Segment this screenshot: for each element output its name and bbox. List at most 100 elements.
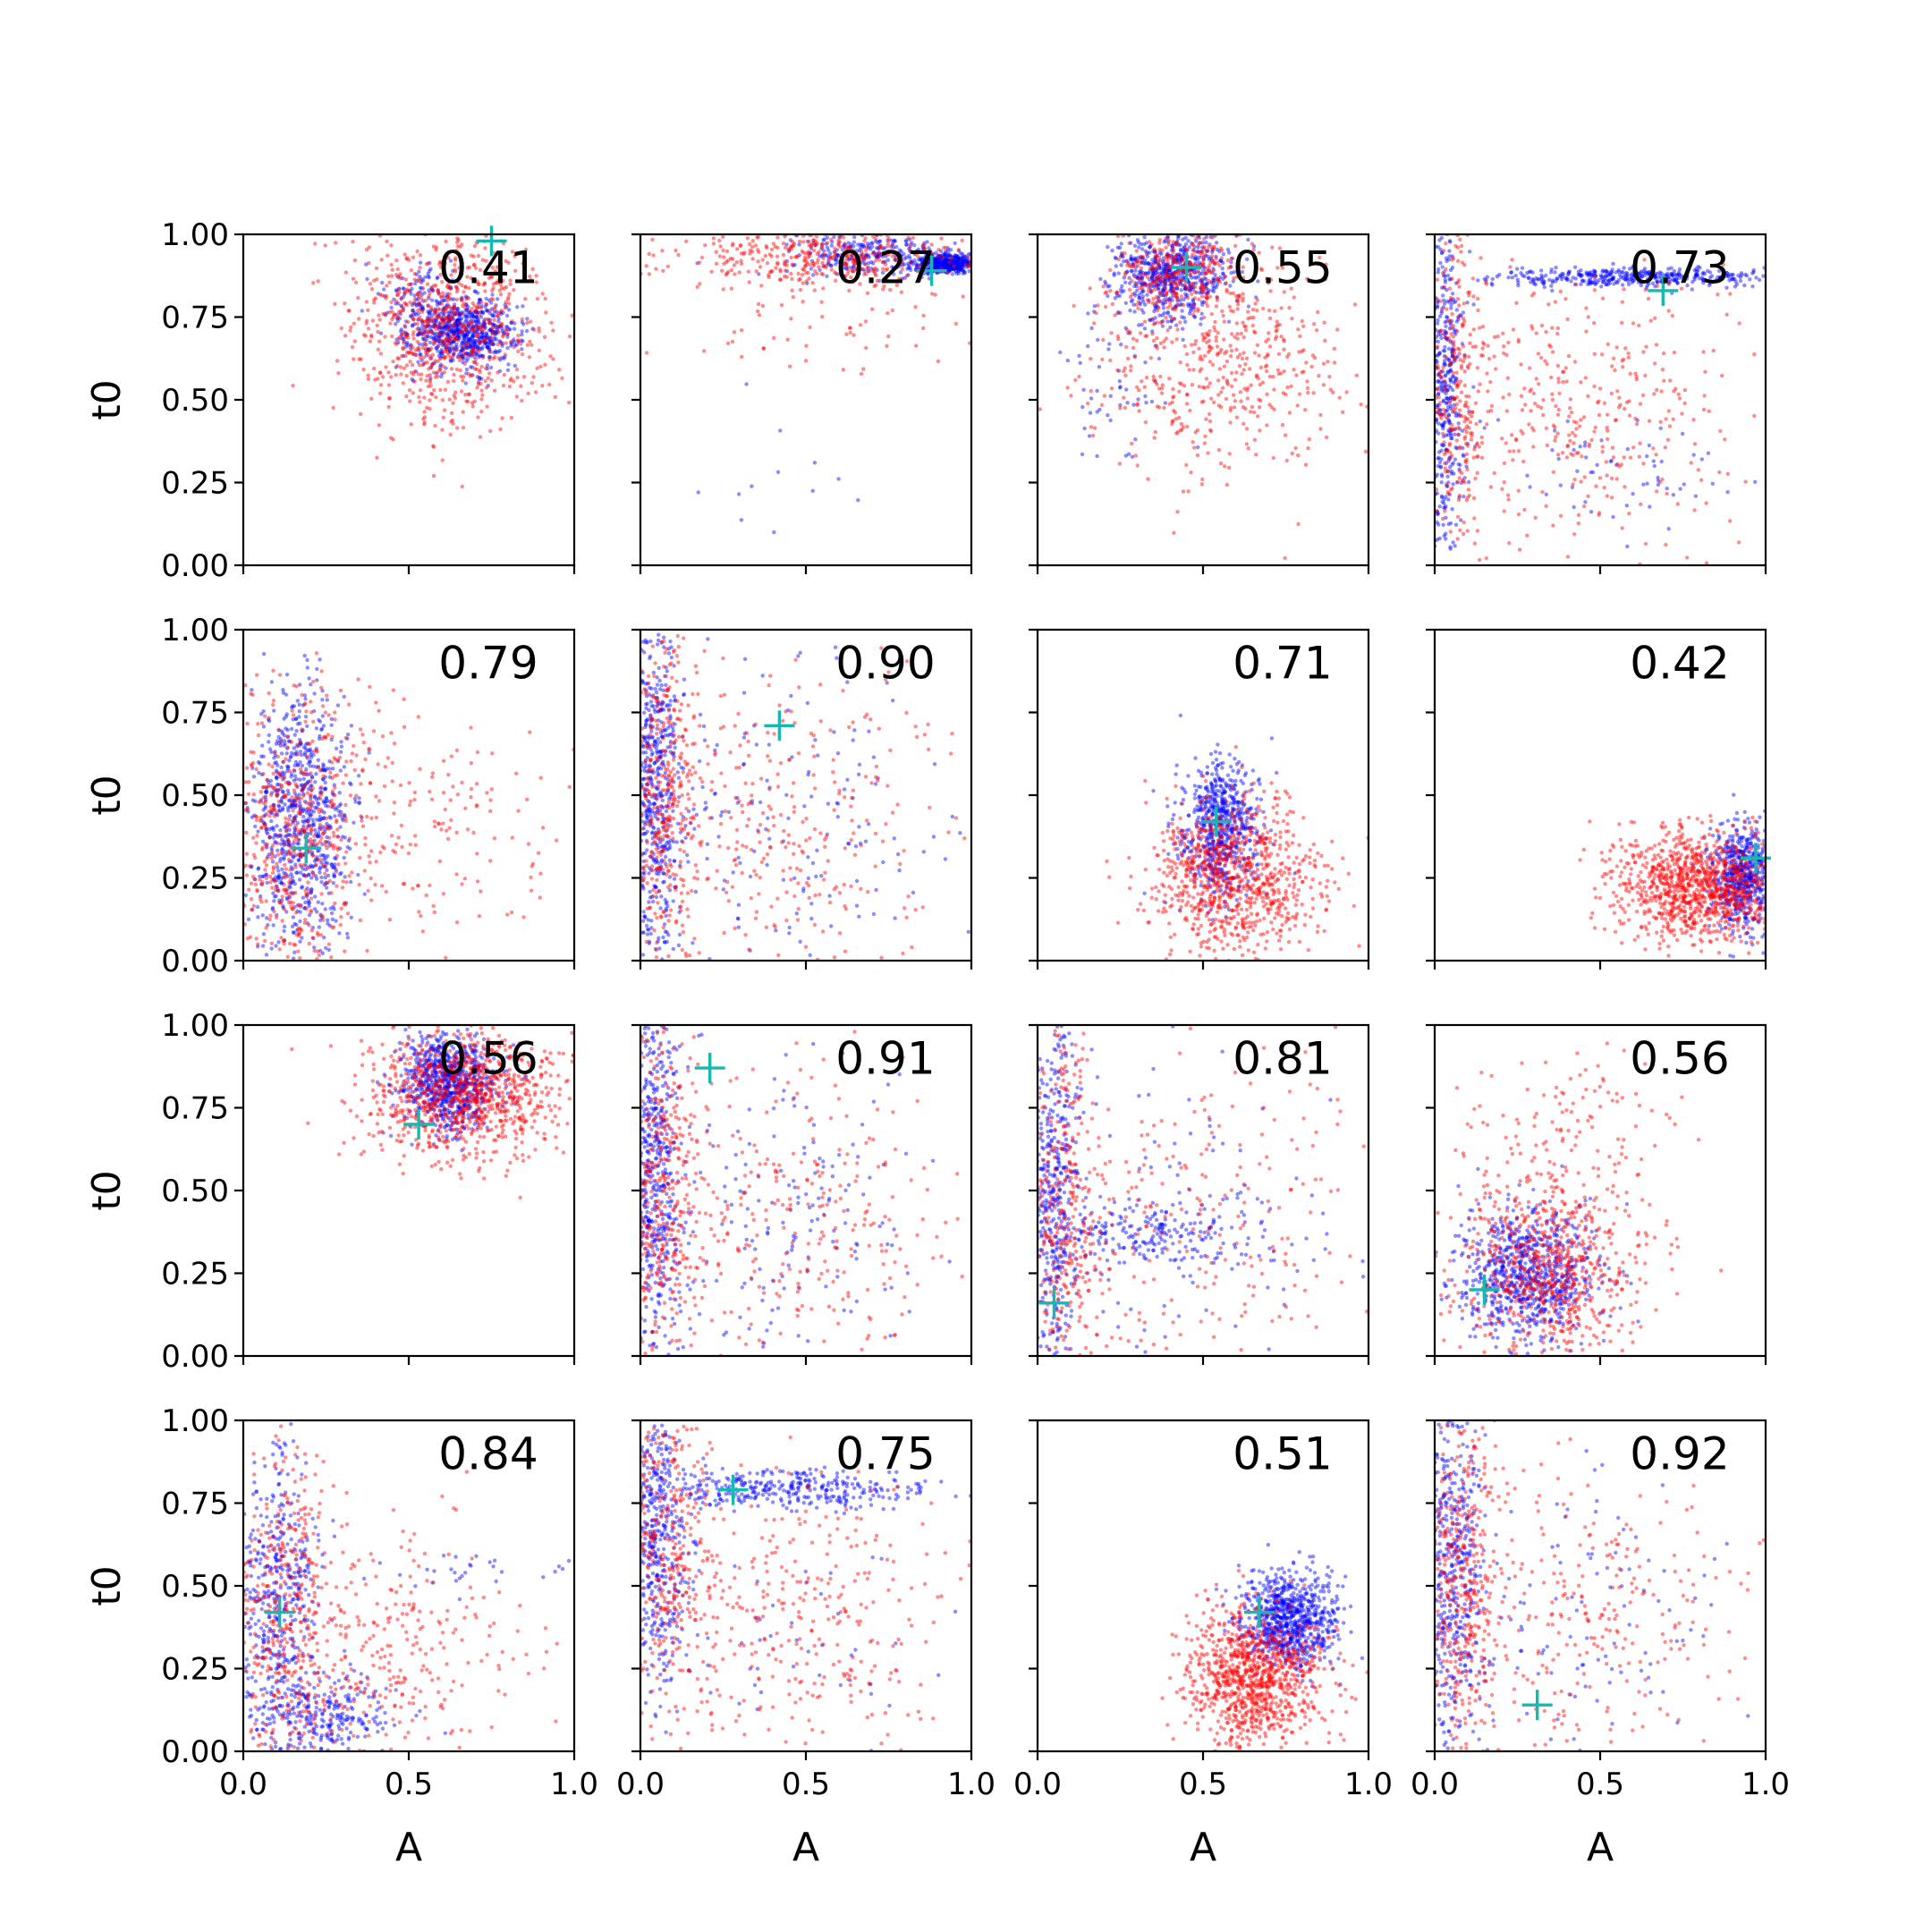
blue-point [1739,271,1744,275]
blue-point [1631,268,1637,274]
blue-point [1539,268,1544,273]
red-point [1164,236,1168,241]
red-point [440,280,445,284]
blue-point [479,335,484,340]
blue-point [919,266,925,270]
blue-point [1589,280,1594,284]
blue-point [512,339,517,344]
red-point [415,322,419,326]
red-point [420,362,425,368]
blue-point [470,321,474,326]
red-point [1163,274,1168,278]
blue-point [1210,248,1216,252]
red-point [474,324,479,328]
red-point [1134,282,1139,286]
red-point [1228,264,1233,269]
blue-point [472,342,477,346]
blue-point [418,260,423,265]
red-point [404,374,409,378]
red-point [1137,259,1141,264]
blue-point [1178,247,1183,252]
blue-point [1158,283,1163,287]
blue-point [1450,351,1454,355]
blue-point [1161,301,1165,306]
red-point [764,245,769,250]
red-point [1191,312,1196,318]
blue-point [1579,268,1583,273]
blue-point [520,329,524,334]
blue-point [1124,270,1129,275]
blue-point [463,294,468,299]
red-point [811,238,816,242]
red-point [1247,367,1252,371]
red-point [396,356,402,361]
blue-point [416,332,420,337]
red-point [1282,290,1287,294]
blue-point [1186,301,1191,307]
red-point [1157,298,1162,302]
blue-point [951,261,955,267]
blue-point [460,332,464,336]
blue-point [480,324,485,329]
red-point [1219,347,1224,352]
blue-point [784,269,790,274]
red-point [1214,338,1219,343]
red-point [1160,277,1165,282]
blue-point [479,331,485,335]
red-point [875,278,879,284]
red-point [1174,252,1180,257]
blue-point [438,352,443,356]
blue-point [1682,275,1687,279]
blue-point [956,249,962,253]
blue-point [454,322,459,326]
blue-point [442,311,446,316]
red-point [439,260,444,265]
red-point [479,329,485,334]
blue-point [483,340,488,345]
red-point [424,327,429,332]
blue-point [1137,295,1142,301]
blue-point [1119,251,1124,256]
blue-point [947,260,952,265]
red-point [917,275,921,281]
blue-point [1114,256,1119,261]
blue-point [1439,310,1444,316]
red-point [829,267,834,272]
blue-point [1684,274,1690,278]
red-point [487,308,493,313]
blue-point [1624,275,1630,280]
red-point [514,367,520,372]
blue-point [1211,278,1216,283]
red-point [1150,332,1155,336]
blue-point [433,324,438,328]
red-point [949,256,953,261]
red-point [1273,309,1277,313]
blue-point [446,316,451,320]
red-point [1277,246,1283,250]
blue-point [967,261,971,266]
blue-point [862,268,867,273]
blue-point [487,355,492,360]
red-point [483,338,487,343]
blue-point [1458,313,1462,318]
blue-point [961,264,965,269]
red-point [415,292,420,297]
blue-point [946,268,952,273]
blue-point [892,238,897,243]
blue-point [1666,275,1671,279]
red-point [357,357,361,361]
blue-point [464,371,469,376]
blue-point [1229,270,1233,275]
blue-point [448,358,453,363]
red-point [964,262,969,267]
red-point [1158,341,1164,345]
red-point [1201,335,1206,340]
red-point [754,269,758,274]
red-point [447,315,452,320]
blue-point [1166,267,1171,272]
red-point [1191,242,1196,247]
red-point [1233,335,1237,339]
blue-point [1471,385,1476,389]
blue-point [1442,362,1446,367]
blue-point [1104,282,1108,286]
